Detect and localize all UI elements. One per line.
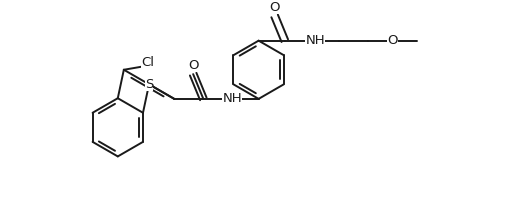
Text: O: O [188, 59, 198, 72]
Text: NH: NH [223, 92, 242, 105]
Text: S: S [145, 78, 153, 91]
Text: O: O [387, 34, 398, 47]
Text: NH: NH [306, 34, 325, 47]
Text: Cl: Cl [141, 56, 154, 69]
Text: O: O [269, 1, 280, 14]
